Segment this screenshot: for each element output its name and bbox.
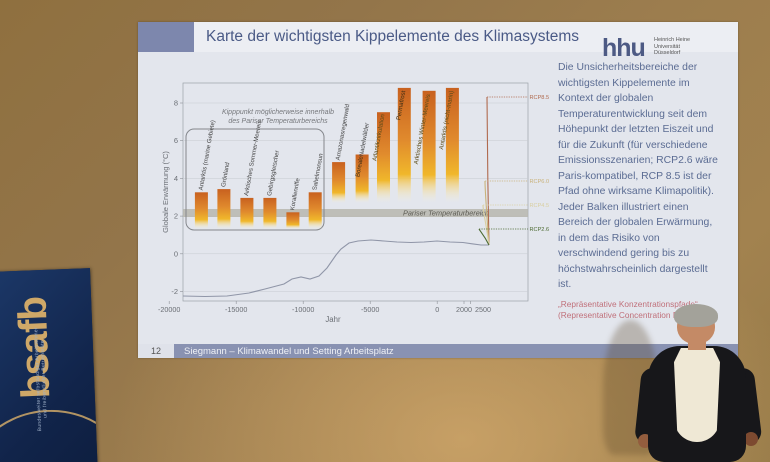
svg-text:8: 8 (174, 99, 178, 108)
svg-text:RCP6.0: RCP6.0 (530, 179, 550, 185)
svg-text:des Pariser Temperaturbereichs: des Pariser Temperaturbereichs (228, 118, 328, 125)
svg-text:Grönland: Grönland (220, 162, 231, 188)
svg-text:-20000: -20000 (158, 305, 180, 314)
svg-text:Pariser Temperaturbereich: Pariser Temperaturbereich (403, 209, 489, 218)
svg-text:Kipppunkt möglicherweise inner: Kipppunkt möglicherweise innerhalb (222, 109, 334, 116)
svg-text:Amazonasregenwald: Amazonasregenwald (335, 104, 352, 161)
svg-text:Gebirgsgletscher: Gebirgsgletscher (266, 150, 281, 197)
svg-text:RCP8.5: RCP8.5 (530, 95, 550, 101)
svg-text:RCP4.5: RCP4.5 (530, 203, 550, 209)
svg-text:Arktisches Sommer-Meereis: Arktisches Sommer-Meereis (243, 120, 263, 197)
svg-text:6: 6 (174, 136, 178, 145)
svg-text:0: 0 (174, 249, 178, 258)
svg-text:Nadelwälder: Nadelwälder (358, 122, 371, 157)
svg-text:Globale Erwärmung (°C): Globale Erwärmung (°C) (161, 151, 170, 233)
svg-text:Antarktis (marine Gebiete): Antarktis (marine Gebiete) (198, 120, 217, 191)
svg-text:Jahr: Jahr (325, 315, 341, 324)
svg-text:-2: -2 (171, 287, 178, 296)
svg-text:2500: 2500 (475, 305, 491, 314)
svg-text:Korallenriffe: Korallenriffe (289, 177, 302, 211)
svg-text:-5000: -5000 (361, 305, 379, 314)
svg-text:2: 2 (174, 212, 178, 221)
svg-text:0: 0 (435, 305, 439, 314)
svg-text:Sahelmonsun: Sahelmonsun (311, 153, 324, 191)
svg-text:-10000: -10000 (292, 305, 314, 314)
svg-text:4: 4 (174, 174, 178, 183)
svg-text:-15000: -15000 (225, 305, 247, 314)
svg-text:RCP2.6: RCP2.6 (530, 227, 550, 233)
svg-text:2000: 2000 (456, 305, 472, 314)
